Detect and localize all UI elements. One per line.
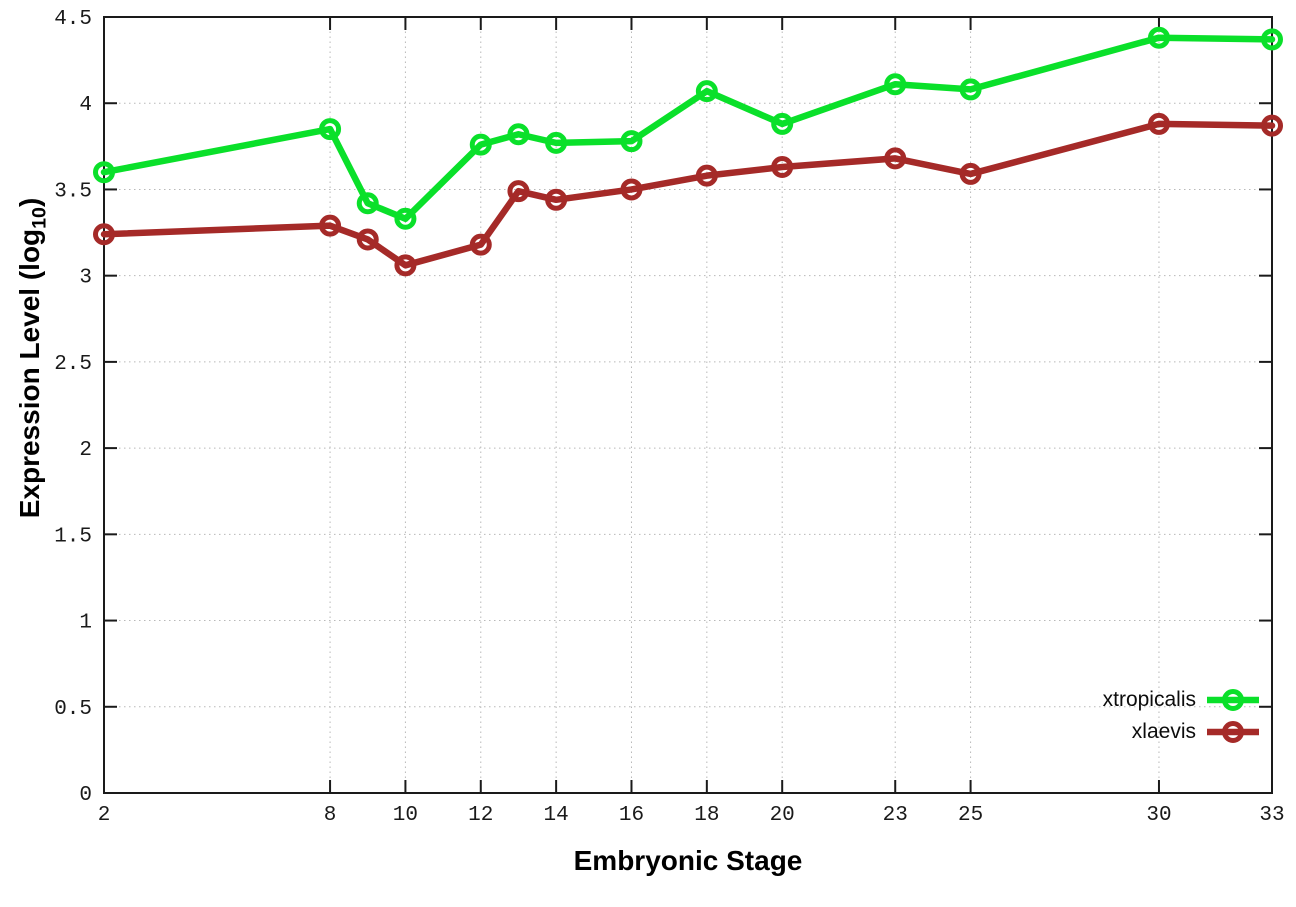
x-tick-label: 25	[958, 804, 983, 827]
series-line-xtropicalis	[100, 34, 1276, 223]
y-tick-label: 3.5	[54, 180, 92, 203]
y-axis-title-suffix: )	[14, 197, 45, 208]
x-tick-label: 10	[393, 804, 418, 827]
data-point-marker-xlaevis	[545, 188, 568, 211]
legend: xtropicalis xlaevis	[1103, 685, 1260, 747]
x-tick-label: 23	[883, 804, 908, 827]
data-point-marker-xtropicalis	[695, 80, 718, 103]
data-point-marker-xtropicalis	[771, 112, 794, 135]
y-tick-label: 2	[79, 439, 92, 462]
data-point-marker-xlaevis	[1261, 114, 1283, 137]
data-point-marker-xtropicalis	[959, 78, 982, 101]
data-point-marker-xtropicalis	[394, 207, 417, 230]
y-tick-label: 0	[79, 784, 92, 807]
data-point-marker-xlaevis	[394, 254, 417, 277]
data-point-marker-xtropicalis	[93, 161, 115, 184]
y-tick-label: 0.5	[54, 698, 92, 721]
x-tick-label: 12	[468, 804, 493, 827]
y-tick-label: 4.5	[54, 8, 92, 31]
data-point-marker-xtropicalis	[545, 131, 568, 154]
x-tick-label: 16	[619, 804, 644, 827]
x-tick-label: 8	[324, 804, 337, 827]
plot-border	[103, 16, 1273, 794]
y-tick-label: 3	[79, 267, 92, 290]
data-point-marker-xlaevis	[620, 178, 643, 201]
data-point-marker-xtropicalis	[884, 73, 907, 96]
y-axis-title-text: Expression Level (log	[14, 228, 45, 519]
data-point-marker-xlaevis	[771, 156, 794, 179]
data-point-marker-xtropicalis	[507, 123, 530, 146]
legend-sample-marker	[1222, 721, 1244, 743]
x-tick-label: 2	[98, 804, 111, 827]
legend-label-xtropicalis: xtropicalis	[1102, 688, 1196, 711]
data-point-marker-xlaevis	[356, 228, 379, 251]
legend-sample-marker	[1222, 689, 1244, 711]
data-point-marker-xlaevis	[93, 223, 115, 246]
x-axis-title: Embryonic Stage	[573, 845, 803, 876]
data-point-marker-xlaevis	[319, 214, 342, 237]
series-line-xlaevis	[100, 120, 1276, 269]
data-point-marker-xtropicalis	[469, 133, 492, 156]
legend-item-xlaevis: xlaevis	[1103, 717, 1260, 747]
x-tick-label: 18	[694, 804, 719, 827]
y-tick-label: 1	[79, 612, 92, 635]
data-point-marker-xlaevis	[959, 162, 982, 185]
data-point-marker-xlaevis	[469, 233, 492, 256]
legend-label-xlaevis: xlaevis	[1131, 720, 1196, 743]
data-point-marker-xlaevis	[695, 164, 718, 187]
x-tick-label: 14	[544, 804, 569, 827]
data-point-marker-xtropicalis	[1147, 26, 1170, 49]
data-point-marker-xtropicalis	[356, 192, 379, 215]
data-point-marker-xlaevis	[884, 147, 907, 170]
xtropicalis-line-marker-sample	[1207, 689, 1259, 711]
x-tick-label: 20	[770, 804, 795, 827]
xlaevis-line-marker-sample	[1207, 721, 1259, 743]
x-tick-label: 30	[1146, 804, 1171, 827]
y-axis-title: Expression Level (log10)	[14, 197, 51, 519]
data-point-marker-xlaevis	[1147, 112, 1170, 135]
data-point-marker-xtropicalis	[319, 118, 342, 141]
data-point-marker-xtropicalis	[620, 130, 643, 153]
y-tick-label: 1.5	[54, 525, 92, 548]
data-point-marker-xtropicalis	[1261, 28, 1283, 51]
x-tick-label: 33	[1259, 804, 1284, 827]
data-point-marker-xlaevis	[507, 180, 530, 203]
y-axis-title-subscript: 10	[28, 207, 51, 229]
y-tick-label: 2.5	[54, 353, 92, 376]
y-tick-label: 4	[79, 94, 92, 117]
legend-item-xtropicalis: xtropicalis	[1103, 685, 1260, 715]
